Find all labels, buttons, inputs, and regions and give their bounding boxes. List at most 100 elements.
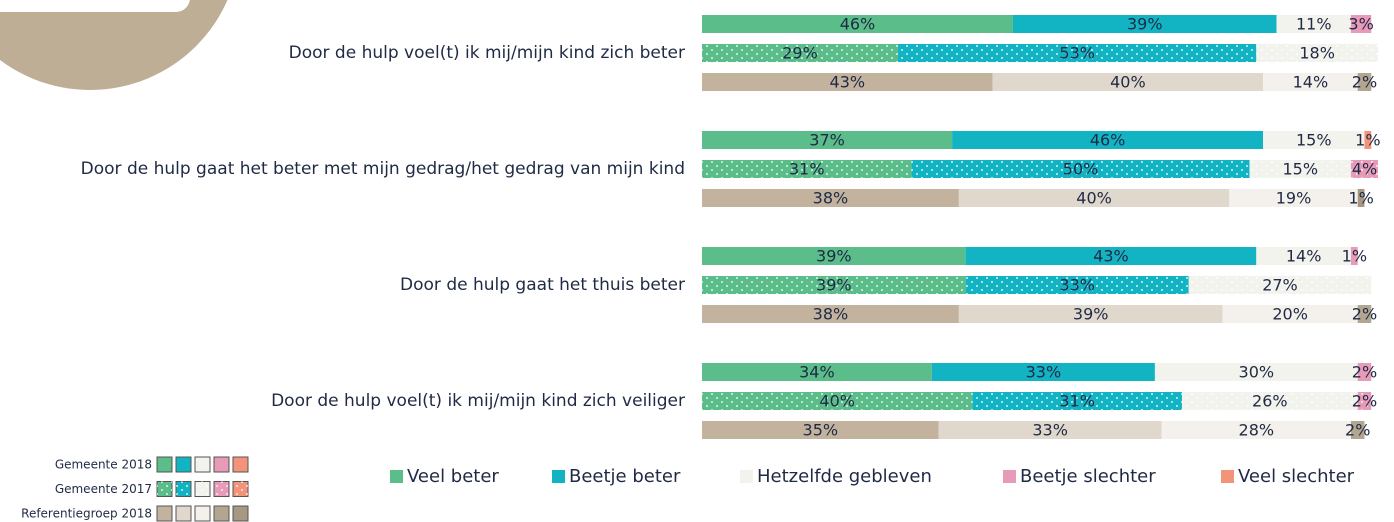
- data-label: 11%: [1296, 15, 1332, 34]
- group-swatch: [175, 456, 192, 473]
- data-label: 31%: [789, 160, 825, 179]
- bar-pattern: [1357, 392, 1372, 410]
- question-label: Door de hulp voel(t) ik mij/mijn kind zi…: [289, 43, 685, 63]
- bar-segment: [1222, 305, 1358, 323]
- legend-swatch: [552, 470, 565, 483]
- bar-segment: [1263, 131, 1365, 149]
- group-swatch-pattern: [195, 481, 210, 497]
- bar-pattern: [972, 392, 1182, 410]
- question-label: Door de hulp gaat het beter met mijn ged…: [81, 159, 685, 179]
- group-swatch: [156, 456, 173, 473]
- data-label: 39%: [1127, 15, 1163, 34]
- data-label: 14%: [1293, 73, 1329, 92]
- data-label: 33%: [1032, 421, 1068, 440]
- bar-segment: [1350, 247, 1358, 265]
- group-swatch: [232, 505, 249, 522]
- data-label: 53%: [1059, 44, 1095, 63]
- group-swatch: [232, 456, 249, 473]
- bar-segment: [1357, 363, 1372, 381]
- bar-pattern: [1181, 392, 1358, 410]
- data-label: 46%: [840, 15, 876, 34]
- data-label: 34%: [799, 363, 835, 382]
- data-label: 1%: [1355, 131, 1380, 150]
- data-label: 40%: [1076, 189, 1112, 208]
- bar-segment: [702, 15, 1013, 33]
- data-label: 27%: [1262, 276, 1298, 295]
- data-label: 46%: [1090, 131, 1126, 150]
- bar-segment: [938, 421, 1162, 439]
- group-swatch-pattern: [176, 481, 191, 497]
- data-label: 40%: [819, 392, 855, 411]
- bar-segment: [702, 305, 959, 323]
- data-label: 38%: [813, 189, 849, 208]
- group-swatch: [194, 505, 211, 522]
- question-label: Door de hulp voel(t) ik mij/mijn kind zi…: [271, 391, 685, 411]
- data-label: 28%: [1239, 421, 1275, 440]
- bar-pattern: [702, 160, 912, 178]
- bar-segment: [702, 189, 959, 207]
- bar-segment: [1229, 189, 1358, 207]
- bar-segment: [958, 305, 1223, 323]
- group-swatch: [194, 456, 211, 473]
- data-label: 31%: [1059, 392, 1095, 411]
- bar-segment: [931, 363, 1155, 381]
- bar-segment: [1256, 247, 1351, 265]
- legend-swatch: [740, 470, 753, 483]
- data-label: 39%: [816, 247, 852, 266]
- bar-pattern: [1350, 160, 1378, 178]
- data-label: 43%: [830, 73, 866, 92]
- group-label: Gemeente 2018: [55, 458, 152, 472]
- group-swatch-pattern: [233, 481, 248, 497]
- data-label: 33%: [1026, 363, 1062, 382]
- bar-pattern: [965, 276, 1189, 294]
- bar-segment: [1350, 421, 1365, 439]
- bar-pattern: [1249, 160, 1351, 178]
- group-label: Referentiegroep 2018: [21, 507, 152, 521]
- data-label: 38%: [813, 305, 849, 324]
- data-label: 33%: [1059, 276, 1095, 295]
- data-label: 50%: [1063, 160, 1099, 179]
- data-label: 2%: [1352, 392, 1377, 411]
- bar-segment: [1276, 15, 1351, 33]
- legend-label: Hetzelfde gebleven: [757, 466, 932, 487]
- bar-segment: [702, 421, 939, 439]
- data-label: 1%: [1348, 189, 1373, 208]
- legend-swatch: [1221, 470, 1234, 483]
- bar-segment: [702, 73, 993, 91]
- data-label: 29%: [782, 44, 818, 63]
- data-label: 35%: [803, 421, 839, 440]
- data-label: 3%: [1348, 15, 1373, 34]
- data-label: 30%: [1239, 363, 1275, 382]
- data-label: 4%: [1352, 160, 1377, 179]
- group-swatch: [175, 505, 192, 522]
- data-label: 15%: [1296, 131, 1332, 150]
- bar-segment: [965, 247, 1257, 265]
- data-label: 40%: [1110, 73, 1146, 92]
- group-swatch: [213, 505, 230, 522]
- bar-pattern: [911, 160, 1250, 178]
- bar-segment: [1364, 131, 1372, 149]
- data-label: 2%: [1352, 305, 1377, 324]
- legend-swatch: [390, 470, 403, 483]
- bar-pattern: [702, 276, 966, 294]
- data-label: 18%: [1299, 44, 1335, 63]
- data-label: 2%: [1345, 421, 1370, 440]
- bar-pattern: [1188, 276, 1372, 294]
- bar-segment: [702, 131, 953, 149]
- data-label: 20%: [1272, 305, 1308, 324]
- data-label: 2%: [1352, 73, 1377, 92]
- bar-segment: [1154, 363, 1358, 381]
- bar-segment: [702, 247, 966, 265]
- data-label: 43%: [1093, 247, 1129, 266]
- data-label: 37%: [809, 131, 845, 150]
- question-label: Door de hulp gaat het thuis beter: [400, 275, 685, 295]
- legend-label: Veel slechter: [1238, 466, 1355, 487]
- bar-segment: [1161, 421, 1351, 439]
- bar-segment: [1357, 189, 1365, 207]
- data-label: 1%: [1342, 247, 1367, 266]
- group-swatch-pattern: [214, 481, 229, 497]
- data-label: 15%: [1282, 160, 1318, 179]
- legend-swatch: [1003, 470, 1016, 483]
- group-swatch-pattern: [157, 481, 172, 497]
